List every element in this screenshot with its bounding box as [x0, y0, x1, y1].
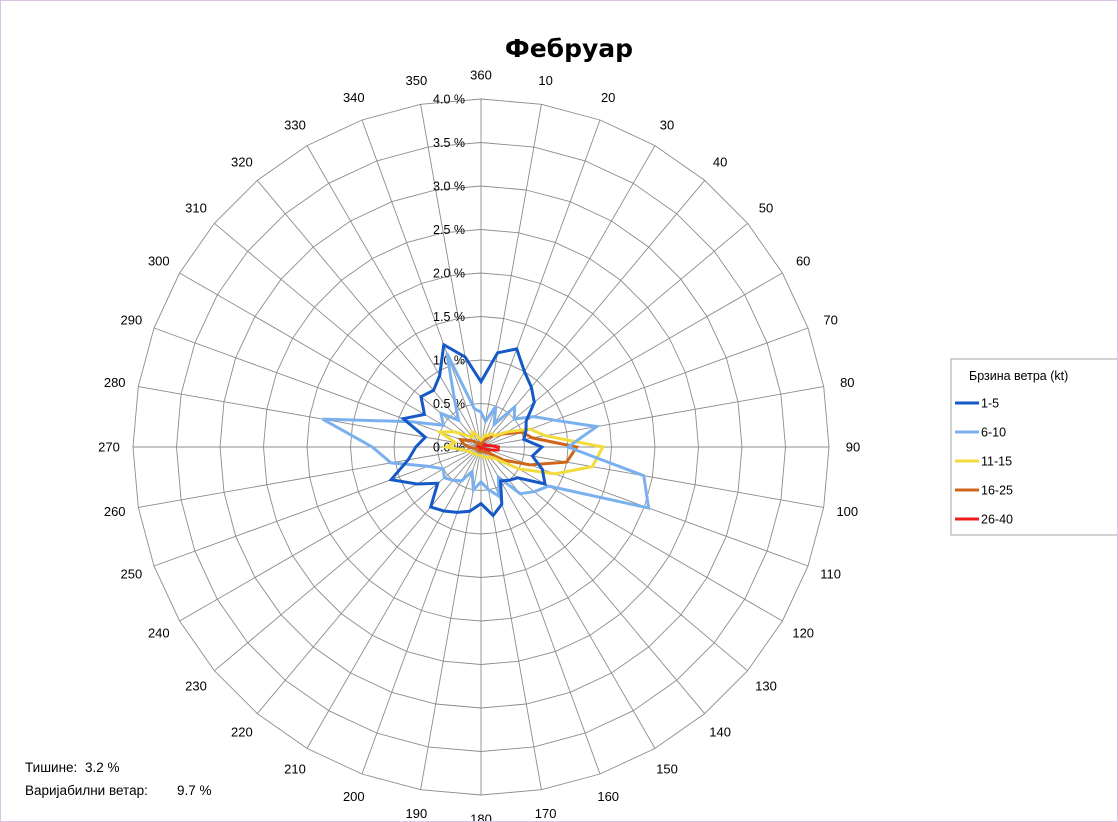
r-tick-label: 2.5 %: [433, 223, 465, 237]
direction-label-120: 120: [792, 626, 814, 641]
spoke-210: [306, 446, 482, 749]
spoke-30: [480, 145, 656, 448]
spoke-280: [138, 386, 482, 448]
direction-label-130: 130: [755, 679, 777, 694]
footer: Тишине: 3.2 % Варијабилни ветар: 9.7 %: [25, 760, 212, 798]
direction-label-110: 110: [820, 567, 841, 582]
spoke-320: [256, 180, 482, 448]
direction-label-140: 140: [709, 725, 731, 740]
spoke-350: [420, 104, 482, 448]
direction-label-270: 270: [98, 440, 120, 455]
variable-wind-value: 9.7 %: [177, 783, 212, 798]
spoke-130: [480, 446, 748, 672]
direction-label-250: 250: [121, 567, 143, 582]
direction-label-210: 210: [284, 762, 306, 777]
series-line-1-5: [388, 342, 547, 518]
spoke-120: [480, 446, 783, 622]
legend-title: Брзина ветра (kt): [969, 369, 1068, 383]
spoke-300: [179, 272, 482, 448]
series-line-11-15: [435, 427, 606, 476]
r-tick-label: 4.0 %: [433, 93, 465, 107]
direction-label-100: 100: [836, 504, 858, 519]
direction-label-260: 260: [104, 504, 126, 519]
spoke-310: [214, 222, 482, 448]
direction-label-240: 240: [148, 626, 170, 641]
calm-value: 3.2 %: [85, 760, 120, 775]
spoke-70: [480, 327, 809, 448]
direction-label-310: 310: [185, 200, 207, 215]
legend-label-1-5: 1-5: [981, 397, 999, 411]
direction-label-30: 30: [660, 117, 674, 132]
spoke-100: [480, 446, 824, 508]
variable-wind-label: Варијабилни ветар:: [25, 783, 148, 798]
direction-label-220: 220: [231, 725, 253, 740]
series-line-16-25: [457, 430, 580, 467]
radar-spokes: [133, 99, 829, 795]
legend-label-16-25: 16-25: [981, 484, 1013, 498]
r-tick-label: 3.5 %: [433, 136, 465, 150]
legend-box: [950, 358, 1117, 536]
direction-label-350: 350: [406, 73, 428, 88]
spoke-80: [480, 386, 824, 448]
r-tick-label: 0.5 %: [433, 397, 465, 411]
direction-label-200: 200: [343, 789, 365, 804]
direction-label-290: 290: [121, 312, 143, 327]
direction-label-300: 300: [148, 254, 170, 269]
r-tick-label: 1.5 %: [433, 310, 465, 324]
spoke-240: [179, 446, 482, 622]
direction-label-160: 160: [597, 789, 619, 804]
legend-label-6-10: 6-10: [981, 426, 1006, 440]
direction-label-150: 150: [656, 762, 678, 777]
direction-label-280: 280: [104, 375, 126, 390]
direction-label-80: 80: [840, 375, 854, 390]
series-line-6-10: [321, 352, 651, 510]
legend-label-26-40: 26-40: [981, 513, 1013, 527]
spoke-50: [480, 222, 748, 448]
direction-label-360: 360: [470, 68, 492, 83]
spoke-140: [480, 446, 706, 714]
spoke-340: [361, 119, 482, 448]
direction-label-60: 60: [796, 254, 810, 269]
direction-label-230: 230: [185, 679, 207, 694]
spoke-20: [480, 119, 601, 448]
calm-label: Тишине:: [25, 760, 77, 775]
spoke-230: [214, 446, 482, 672]
direction-labels: 10 20 30 40 50 60 70 80 90 100 110 120 130 140 150 160 1…: [98, 68, 860, 822]
direction-label-320: 320: [231, 155, 253, 170]
direction-label-180: 180: [470, 812, 492, 822]
legend-label-11-15: 11-15: [981, 455, 1012, 469]
r-tick-label: 2.0 %: [433, 267, 465, 281]
spoke-330: [306, 145, 482, 448]
spoke-200: [361, 446, 482, 775]
direction-label-340: 340: [343, 90, 365, 105]
direction-label-70: 70: [823, 312, 837, 327]
spoke-150: [480, 446, 656, 749]
direction-label-50: 50: [759, 200, 773, 215]
r-tick-label: 3.0 %: [433, 180, 465, 194]
direction-label-40: 40: [713, 155, 727, 170]
direction-label-170: 170: [535, 806, 557, 821]
spoke-10: [480, 104, 542, 448]
direction-label-190: 190: [406, 806, 428, 821]
direction-label-90: 90: [846, 440, 860, 455]
direction-label-10: 10: [538, 73, 552, 88]
spoke-260: [138, 446, 482, 508]
chart-title: Фебруар: [505, 34, 633, 63]
direction-label-330: 330: [284, 117, 306, 132]
legend-items: 1-5 6-10 11-15 16-25 26-40: [955, 397, 1013, 527]
series-layer: [321, 342, 651, 518]
spoke-190: [420, 446, 482, 790]
radial-tick-labels: 0.0 %0.5 %1.0 %1.5 %2.0 %2.5 %3.0 %3.5 %…: [433, 93, 465, 455]
legend: Брзина ветра (kt) 1-5 6-10 11-15 16-25 26-40: [950, 358, 1117, 536]
spoke-40: [480, 180, 706, 448]
spoke-170: [480, 446, 542, 790]
spoke-290: [153, 327, 482, 448]
direction-label-20: 20: [601, 90, 615, 105]
spoke-220: [256, 446, 482, 714]
